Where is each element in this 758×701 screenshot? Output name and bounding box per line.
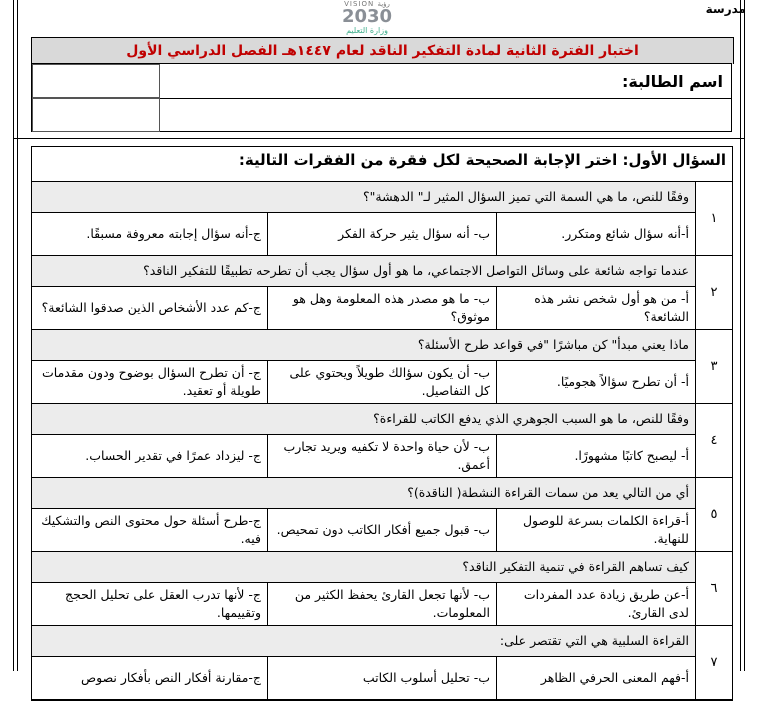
options-row: أ- ليصبح كاتبًا مشهورًا. ب- لأن حياة واح… — [32, 434, 732, 478]
question-number: ٧ — [695, 625, 732, 700]
option-b[interactable]: ب- لأنها تجعل القارئ يحفظ الكثير من المع… — [267, 582, 497, 626]
page-border-left-inner — [17, 0, 18, 671]
question-number: ٥ — [695, 477, 732, 552]
question-number: ٦ — [695, 551, 732, 626]
option-b[interactable]: ب- تحليل أسلوب الكاتب — [267, 656, 497, 700]
question-row: ٤ وفقًا للنص، ما هو السبب الجوهري الذي ي… — [32, 403, 732, 478]
question-text: وفقًا للنص، ما هي السمة التي تميز السؤال… — [32, 182, 696, 213]
options-row: أ-عن طريق زيادة عدد المفردات لدى القارئ.… — [32, 582, 732, 626]
section-divider — [14, 138, 744, 139]
question-number: ٤ — [695, 403, 732, 478]
question-text: ماذا يعني مبدأ" كن مباشرًا "في قواعد طرح… — [32, 329, 696, 361]
options-row: أ-فهم المعنى الحرفي الظاهر ب- تحليل أسلو… — [32, 656, 732, 700]
score-box-bottom[interactable] — [32, 98, 160, 132]
logo-vision: VISION رؤية — [344, 0, 390, 8]
options-row: أ- من هو أول شخص نشر هذه الشائعة؟ ب- ما … — [32, 286, 732, 330]
questions-table: ١ وفقًا للنص، ما هي السمة التي تميز السؤ… — [32, 182, 732, 700]
vision-2030-logo: VISION رؤية 2030 وزارة التعليم — [328, 0, 406, 36]
question-row: ٥ أي من التالي يعد من سمات القراءة النشط… — [32, 477, 732, 552]
question-number: ٣ — [695, 329, 732, 404]
exam-title: اختبار الفترة الثانية لمادة التفكير النا… — [31, 37, 734, 64]
question-text: كيف تساهم القراءة في تنمية التفكير الناق… — [32, 551, 696, 583]
section-title: السؤال الأول: اختر الإجابة الصحيحة لكل ف… — [32, 147, 732, 182]
options-row: أ- أن تطرح سؤالاً هجوميًا. ب- أن يكون سؤ… — [32, 360, 732, 404]
option-a[interactable]: أ- أن تطرح سؤالاً هجوميًا. — [496, 360, 696, 404]
option-c[interactable]: ج- أن تطرح السؤال بوضوح ودون مقدمات طويل… — [32, 360, 268, 404]
options-row: أ-أنه سؤال شائع ومتكرر. ب- أنه سؤال يثير… — [32, 212, 732, 256]
option-b[interactable]: ب- لأن حياة واحدة لا تكفيه ويريد تجارب أ… — [267, 434, 497, 478]
question-section: السؤال الأول: اختر الإجابة الصحيحة لكل ف… — [31, 146, 733, 701]
option-a[interactable]: أ-فهم المعنى الحرفي الظاهر — [496, 656, 696, 700]
logo-number: 2030 — [341, 6, 393, 27]
question-number: ١ — [695, 182, 732, 256]
student-name-label: اسم الطالبة: — [621, 72, 723, 91]
page-border-right-inner — [740, 0, 741, 671]
question-row: ٣ ماذا يعني مبدأ" كن مباشرًا "في قواعد ط… — [32, 329, 732, 404]
option-c[interactable]: ج-مقارنة أفكار النص بأفكار نصوص — [32, 656, 268, 700]
question-text: وفقًا للنص، ما هو السبب الجوهري الذي يدف… — [32, 403, 696, 435]
options-row: أ-قراءة الكلمات بسرعة للوصول للنهاية. ب-… — [32, 508, 732, 552]
option-b[interactable]: ب- أنه سؤال يثير حركة الفكر — [267, 212, 497, 256]
question-row: ٢ عندما تواجه شائعة على وسائل التواصل ال… — [32, 255, 732, 330]
option-c[interactable]: ج-طرح أسئلة حول محتوى النص والتشكيك فيه. — [32, 508, 268, 552]
question-text: عندما تواجه شائعة على وسائل التواصل الاج… — [32, 255, 696, 287]
page-border-left-outer — [13, 0, 14, 671]
option-a[interactable]: أ- من هو أول شخص نشر هذه الشائعة؟ — [496, 286, 696, 330]
option-a[interactable]: أ-أنه سؤال شائع ومتكرر. — [496, 212, 696, 256]
question-text: القراءة السلبية هي التي تقتصر على: — [32, 625, 696, 657]
option-c[interactable]: ج-كم عدد الأشخاص الذين صدقوا الشائعة؟ — [32, 286, 268, 330]
question-text: أي من التالي يعد من سمات القراءة النشطة(… — [32, 477, 696, 509]
question-row: ٧ القراءة السلبية هي التي تقتصر على: — [32, 625, 732, 700]
option-c[interactable]: ج-أنه سؤال إجابته معروفة مسبقًا. — [32, 212, 268, 256]
student-info-table: اسم الطالبة: — [31, 63, 732, 132]
option-a[interactable]: أ-قراءة الكلمات بسرعة للوصول للنهاية. — [496, 508, 696, 552]
option-c[interactable]: ج- ليزداد عمرًا في تقدير الحساب. — [32, 434, 268, 478]
question-row: ٦ كيف تساهم القراءة في تنمية التفكير الن… — [32, 551, 732, 626]
score-box-top[interactable] — [32, 64, 160, 98]
name-divider — [160, 98, 731, 99]
option-a[interactable]: أ- ليصبح كاتبًا مشهورًا. — [496, 434, 696, 478]
question-number: ٢ — [695, 255, 732, 330]
page-border-right-outer — [744, 0, 745, 671]
logo-ministry: وزارة التعليم — [346, 26, 388, 35]
question-row: ١ وفقًا للنص، ما هي السمة التي تميز السؤ… — [32, 182, 732, 256]
option-c[interactable]: ج- لأنها تدرب العقل على تحليل الحجج وتقي… — [32, 582, 268, 626]
option-b[interactable]: ب- قبول جميع أفكار الكاتب دون تمحيص. — [267, 508, 497, 552]
option-a[interactable]: أ-عن طريق زيادة عدد المفردات لدى القارئ. — [496, 582, 696, 626]
option-b[interactable]: ب- ما هو مصدر هذه المعلومة وهل هو موثوق؟ — [267, 286, 497, 330]
option-b[interactable]: ب- أن يكون سؤالك طويلاً ويحتوي على كل ال… — [267, 360, 497, 404]
school-label: مدرسة — [705, 2, 746, 16]
